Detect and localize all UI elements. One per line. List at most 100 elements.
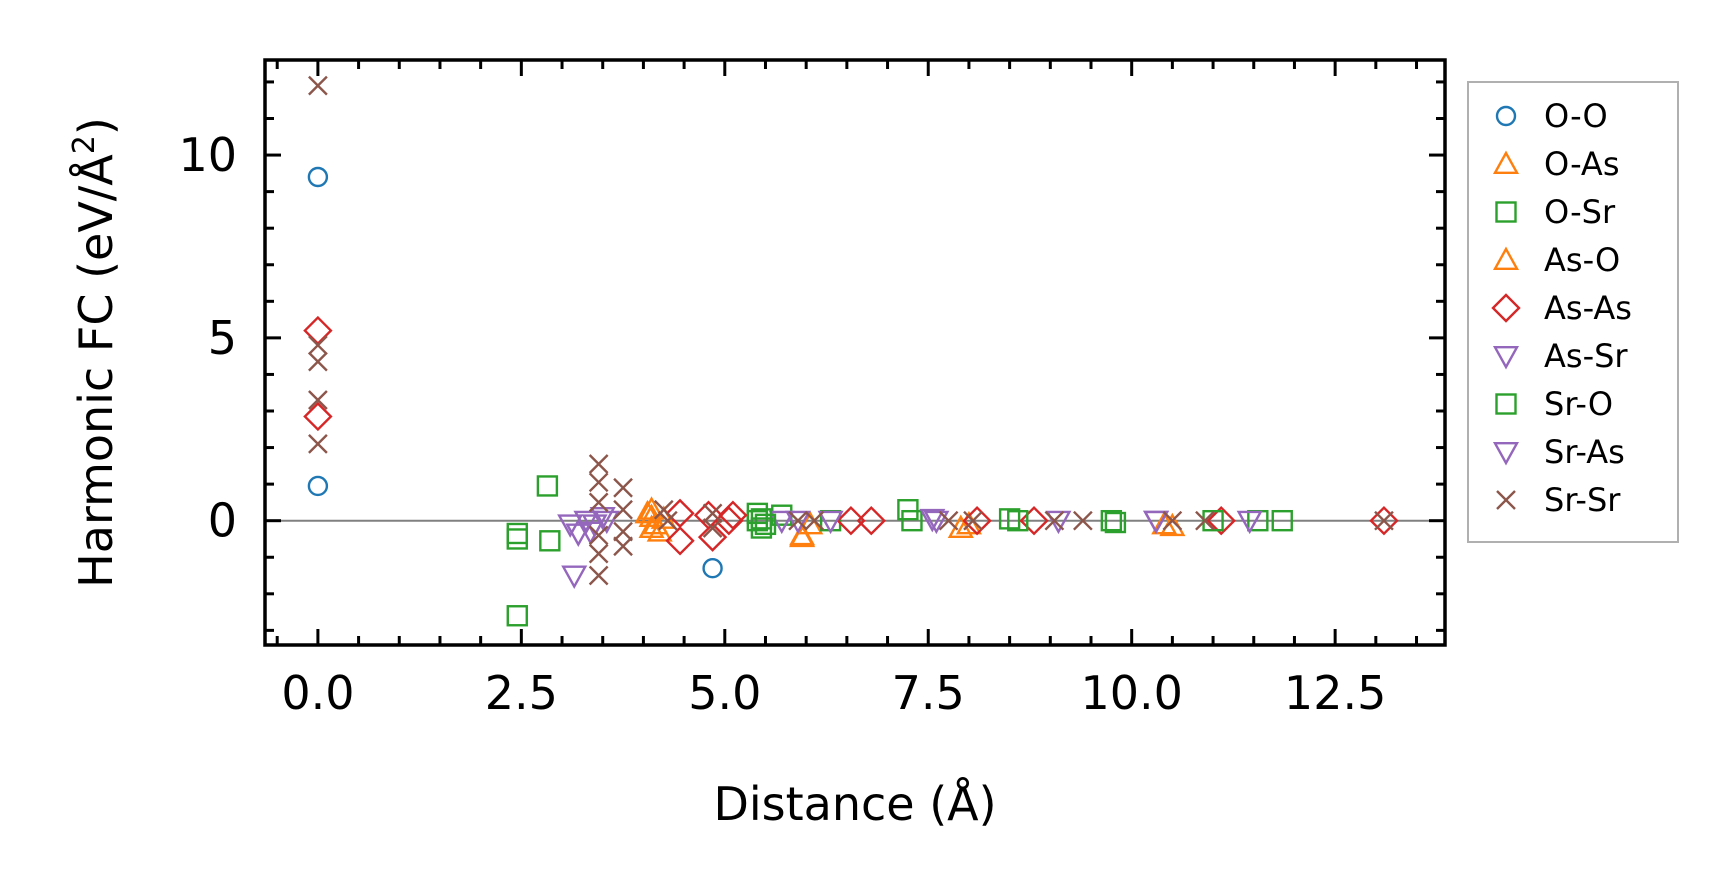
x-tick-label: 12.5 [1284, 666, 1386, 720]
y-tick-label: 10 [178, 128, 237, 182]
y-axis-title: Harmonic FC (eV/Å2) [67, 117, 123, 588]
legend-label: As-O [1544, 241, 1620, 279]
data-point [836, 505, 866, 536]
y-tick-label: 5 [208, 311, 237, 365]
data-point [718, 500, 748, 530]
legend-marker [1492, 150, 1520, 175]
legend-label: Sr-O [1544, 385, 1613, 423]
legend-box [1467, 81, 1679, 543]
data-point [789, 523, 816, 548]
data-point [1019, 505, 1049, 536]
data-point [901, 509, 923, 532]
data-point [754, 513, 777, 536]
data-point [588, 492, 609, 513]
legend-marker [1495, 393, 1517, 415]
data-point [856, 505, 886, 536]
data-point [638, 514, 665, 538]
legend-label: Sr-As [1544, 433, 1625, 471]
legend-label: O-O [1544, 97, 1608, 135]
data-point [308, 75, 328, 96]
data-point [1100, 509, 1123, 532]
data-point [613, 477, 633, 498]
legend-marker [1495, 105, 1517, 127]
data-point [646, 518, 673, 542]
series-o-o [307, 166, 723, 579]
data-point [588, 543, 609, 564]
series-sr-as [565, 508, 1170, 547]
data-point [963, 510, 983, 531]
data-point [702, 558, 723, 579]
data-point [653, 499, 674, 520]
data-point [506, 605, 528, 627]
data-point [1236, 510, 1263, 535]
data-point [307, 475, 329, 497]
data-point [303, 401, 333, 432]
data-point [565, 523, 592, 547]
data-point [589, 507, 616, 531]
y-axis-title-end: ) [69, 117, 123, 135]
data-point [746, 509, 769, 532]
data-point [561, 565, 588, 590]
legend-label: O-As [1544, 145, 1619, 183]
y-axis-title-main: Harmonic FC (eV/Å [69, 154, 123, 588]
data-point [1374, 510, 1394, 531]
data-point [702, 518, 723, 538]
data-point [768, 510, 795, 535]
x-axis-title: Distance (Å) [713, 777, 996, 831]
data-point [308, 390, 328, 410]
data-point [923, 510, 950, 535]
data-point [697, 522, 728, 552]
legend-marker [1495, 201, 1517, 223]
legend-label: As-As [1544, 289, 1632, 327]
y-tick-label: 0 [208, 494, 237, 548]
data-point [1206, 505, 1236, 536]
data-point [588, 565, 609, 586]
data-point [613, 499, 633, 520]
data-point [506, 528, 528, 550]
data-point [588, 454, 609, 474]
legend-marker [1491, 293, 1521, 323]
data-point [308, 335, 328, 356]
data-point [539, 530, 561, 552]
legend-label: Sr-Sr [1544, 481, 1621, 519]
data-point [308, 351, 328, 372]
data-point [788, 510, 808, 531]
data-point [581, 514, 608, 538]
data-point [784, 510, 812, 535]
x-tick-label: 10.0 [1080, 666, 1182, 720]
legend-marker [1492, 346, 1520, 370]
plot-frame [263, 58, 1447, 647]
x-tick-label: 0.0 [281, 666, 354, 720]
data-point [613, 536, 633, 557]
data-points [303, 75, 1399, 627]
data-point [613, 521, 633, 542]
legend-marker [1492, 442, 1520, 466]
data-point [897, 499, 919, 521]
legend: O-O O-As O-Sr As-O As-As As-Sr Sr-O Sr-As Sr-Sr [1467, 81, 1679, 543]
data-point [1369, 505, 1399, 536]
x-tick-label: 5.0 [688, 666, 761, 720]
data-point [588, 525, 609, 546]
data-point [817, 510, 844, 535]
legend-marker [1496, 490, 1516, 510]
data-point [750, 508, 773, 530]
data-point [588, 472, 609, 493]
data-point [665, 526, 695, 556]
data-point [1073, 510, 1093, 531]
data-point [1007, 509, 1029, 532]
legend-label: As-Sr [1544, 337, 1628, 375]
data-point [1162, 510, 1183, 531]
data-point [536, 475, 559, 497]
data-point [1044, 510, 1065, 531]
data-point [998, 508, 1021, 530]
legend-label: O-Sr [1544, 193, 1616, 231]
data-point [938, 510, 959, 531]
series-as-as [303, 315, 1399, 556]
data-point [804, 510, 825, 531]
data-point [1104, 511, 1127, 534]
data-point [307, 166, 329, 188]
tick-labels: 0.0 2.5 5.0 7.5 10.0 12.5 0 5 10 [178, 128, 1386, 720]
data-point [308, 434, 328, 454]
